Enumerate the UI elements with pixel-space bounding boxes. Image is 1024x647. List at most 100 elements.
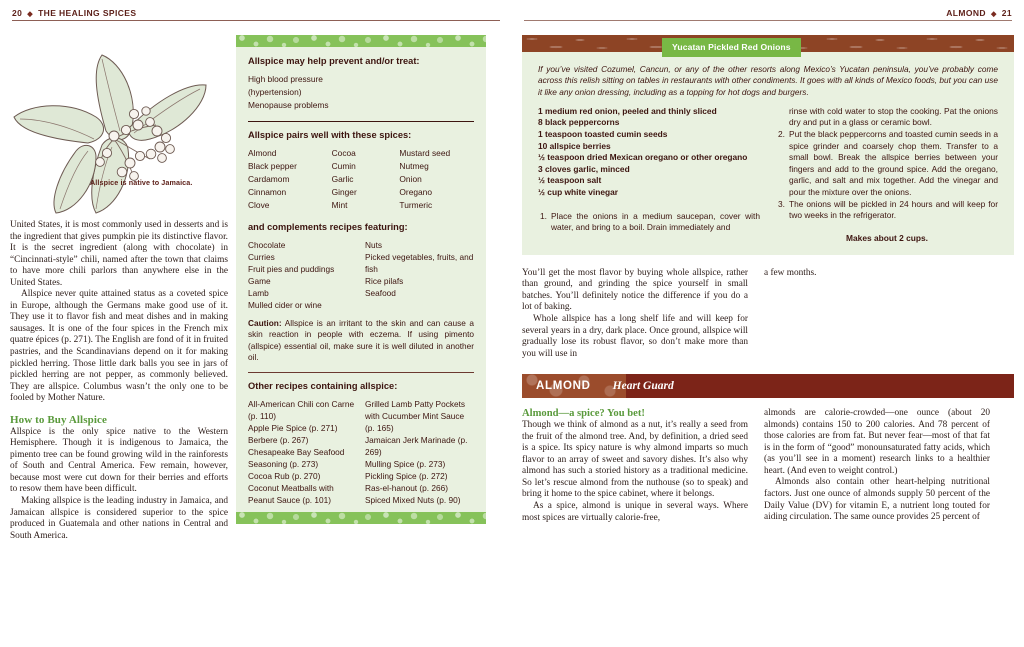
list-item: Onion bbox=[399, 174, 422, 185]
list-item: High blood pressure bbox=[248, 74, 323, 84]
recipe-step: 3. The onions will be pickled in 24 hour… bbox=[776, 199, 998, 222]
sidebar-other-recipes-list: All-American Chili con Carne (p. 110) Ap… bbox=[248, 398, 474, 506]
caution-note: Caution: Allspice is an irritant to the … bbox=[248, 318, 474, 364]
continuation-left-column: You’ll get the most flavor by buying who… bbox=[522, 268, 748, 360]
list-item: Coconut Meatballs with Peanut Sauce (p. … bbox=[248, 483, 334, 505]
body-paragraph: As a spice, almond is unique in several … bbox=[522, 501, 748, 523]
list-item: Cumin bbox=[331, 160, 356, 171]
recipe-step: 1. Place the onions in a medium saucepan… bbox=[538, 211, 760, 234]
left-sidebar-column: Allspice may help prevent and/or treat: … bbox=[236, 35, 486, 542]
left-running-title: THE HEALING SPICES bbox=[38, 8, 137, 18]
step-number: 2. bbox=[778, 129, 785, 140]
step-text: rinse with cold water to stop the cookin… bbox=[789, 105, 998, 128]
section-header-pattern bbox=[522, 374, 626, 399]
step-number: 3. bbox=[778, 198, 785, 209]
list-item: Black pepper bbox=[248, 160, 297, 171]
sidebar-heading-complements: and complements recipes featuring: bbox=[248, 221, 408, 232]
recipe-box: Yucatan Pickled Red Onions If you’ve vis… bbox=[522, 35, 1014, 255]
list-item: Menopause problems bbox=[248, 100, 329, 111]
step-text: Put the black peppercorns and toasted cu… bbox=[789, 129, 998, 198]
other-recipes-col-1: All-American Chili con Carne (p. 110) Ap… bbox=[248, 398, 357, 506]
recipe-top-band: Yucatan Pickled Red Onions bbox=[522, 35, 1014, 57]
how-to-buy-subhead: How to Buy Allspice bbox=[10, 413, 107, 426]
recipe-steps-left: 1. Place the onions in a medium saucepan… bbox=[538, 211, 760, 234]
list-item: Mustard seed bbox=[399, 147, 451, 158]
list-item: Cocoa bbox=[331, 147, 356, 158]
allspice-illustration: Allspice is native to Jamaica. bbox=[10, 35, 228, 220]
list-item: Nuts bbox=[365, 239, 383, 250]
list-item: Ras-el-hanout (p. 266) bbox=[365, 483, 449, 493]
right-running-title: ALMOND bbox=[946, 8, 986, 18]
list-item: Cinnamon bbox=[248, 187, 287, 198]
list-item: Cocoa Rub (p. 270) bbox=[248, 471, 321, 481]
continuation-right-column: a few months. bbox=[764, 268, 990, 360]
list-row: Almond Cocoa Mustard seed bbox=[248, 147, 474, 160]
left-body-paragraph: Allspice never quite attained status as … bbox=[10, 289, 228, 404]
list-item: ½ teaspoon salt bbox=[538, 175, 602, 186]
allspice-continuation: You’ll get the most flavor by buying who… bbox=[522, 268, 1014, 360]
left-page-number: 20 bbox=[12, 8, 23, 18]
ingredients-list: 1 medium red onion, peeled and thinly sl… bbox=[538, 106, 760, 199]
other-recipes-col-2: Grilled Lamb Patty Pockets with Cucumber… bbox=[365, 398, 474, 506]
left-text-column: Allspice is native to Jamaica. United St… bbox=[10, 35, 236, 542]
recipe-left-column: 1 medium red onion, peeled and thinly sl… bbox=[538, 106, 760, 243]
list-item: ½ cup white vinegar bbox=[538, 187, 619, 198]
sidebar-divider bbox=[248, 120, 474, 122]
list-item: Mulling Spice (p. 273) bbox=[365, 459, 446, 469]
list-item: 1 medium red onion, peeled and thinly sl… bbox=[538, 105, 717, 116]
sidebar-pairs-list: Almond Cocoa Mustard seed Black pepper C… bbox=[248, 147, 474, 213]
left-buy-paragraph: Making allspice is the leading industry … bbox=[10, 496, 228, 541]
list-item: Mint bbox=[331, 200, 348, 211]
sidebar-heading-prevent: Allspice may help prevent and/or treat: bbox=[248, 56, 420, 66]
body-paragraph: Almonds also contain other heart-helping… bbox=[764, 477, 990, 523]
list-row: Cinnamon Ginger Oregano bbox=[248, 186, 474, 199]
body-paragraph: Whole allspice has a long shelf life and… bbox=[522, 314, 748, 359]
recipe-steps-right: rinse with cold water to stop the cookin… bbox=[776, 106, 998, 222]
list-item: 10 allspice berries bbox=[538, 140, 611, 151]
illustration-caption: Allspice is native to Jamaica. bbox=[90, 178, 193, 187]
list-item: Jamaican Jerk Marinade (p. 269) bbox=[365, 435, 468, 457]
sidebar-complements-list: Chocolate Curries Fruit pies and pudding… bbox=[248, 239, 474, 311]
sidebar-heading-other-recipes: Other recipes containing allspice: bbox=[248, 381, 398, 391]
body-paragraph: Though we think of almond as a nut, it’s… bbox=[522, 420, 748, 500]
list-item: Curries bbox=[248, 251, 275, 262]
list-row: Cardamom Garlic Onion bbox=[248, 173, 474, 186]
list-item: 1 teaspoon toasted cumin seeds bbox=[538, 129, 668, 140]
almond-subhead: Almond—a spice? You bet! bbox=[522, 408, 645, 420]
diamond-icon: ◆ bbox=[27, 11, 34, 18]
complements-col-2: Nuts Picked vegetables, fruits, and fish… bbox=[365, 239, 474, 311]
list-item: ½ teaspoon dried Mexican oregano or othe… bbox=[538, 152, 748, 163]
recipe-yield: Makes about 2 cups. bbox=[846, 232, 928, 243]
list-item: Turmeric bbox=[399, 200, 433, 211]
left-page: 20 ◆ THE HEALING SPICES bbox=[10, 8, 502, 542]
almond-right-column: almonds are calorie-crowded—one ounce (a… bbox=[764, 408, 990, 524]
almond-left-column: Almond—a spice? You bet! Though we think… bbox=[522, 408, 748, 524]
list-item: Clove bbox=[248, 200, 270, 211]
right-page-number: 21 bbox=[1001, 8, 1012, 18]
body-paragraph: a few months. bbox=[764, 267, 817, 278]
left-columns: Allspice is native to Jamaica. United St… bbox=[10, 35, 502, 542]
list-row: Black pepper Cumin Nutmeg bbox=[248, 160, 474, 173]
sidebar-bottom-band bbox=[236, 512, 486, 524]
list-item: Oregano bbox=[399, 187, 432, 198]
allspice-facts-box: Allspice may help prevent and/or treat: … bbox=[236, 35, 486, 524]
list-item: Lamb bbox=[248, 287, 269, 298]
recipe-columns: 1 medium red onion, peeled and thinly sl… bbox=[522, 98, 1014, 255]
caution-text: Allspice is an irritant to the skin and … bbox=[248, 317, 474, 363]
sidebar-divider-2 bbox=[248, 372, 474, 373]
sidebar-conditions-list: High blood pressure (hypertension) Menop… bbox=[248, 73, 474, 113]
list-item: Apple Pie Spice (p. 271) bbox=[248, 423, 338, 433]
list-item: Garlic bbox=[331, 174, 354, 185]
almond-columns: Almond—a spice? You bet! Though we think… bbox=[522, 408, 1014, 524]
complements-col-1: Chocolate Curries Fruit pies and pudding… bbox=[248, 239, 357, 311]
list-item: Ginger bbox=[331, 187, 357, 198]
list-item: Chocolate bbox=[248, 239, 286, 250]
diamond-icon: ◆ bbox=[990, 11, 997, 18]
step-text: Place the onions in a medium saucepan, c… bbox=[551, 210, 760, 233]
allspice-plant-drawing bbox=[13, 54, 207, 214]
list-item: Spiced Mixed Nuts (p. 90) bbox=[365, 495, 461, 505]
section-tagline: Heart Guard bbox=[612, 380, 674, 393]
right-header-rule bbox=[524, 20, 1012, 21]
left-header-rule bbox=[12, 20, 500, 21]
list-row: Clove Mint Turmeric bbox=[248, 199, 474, 212]
